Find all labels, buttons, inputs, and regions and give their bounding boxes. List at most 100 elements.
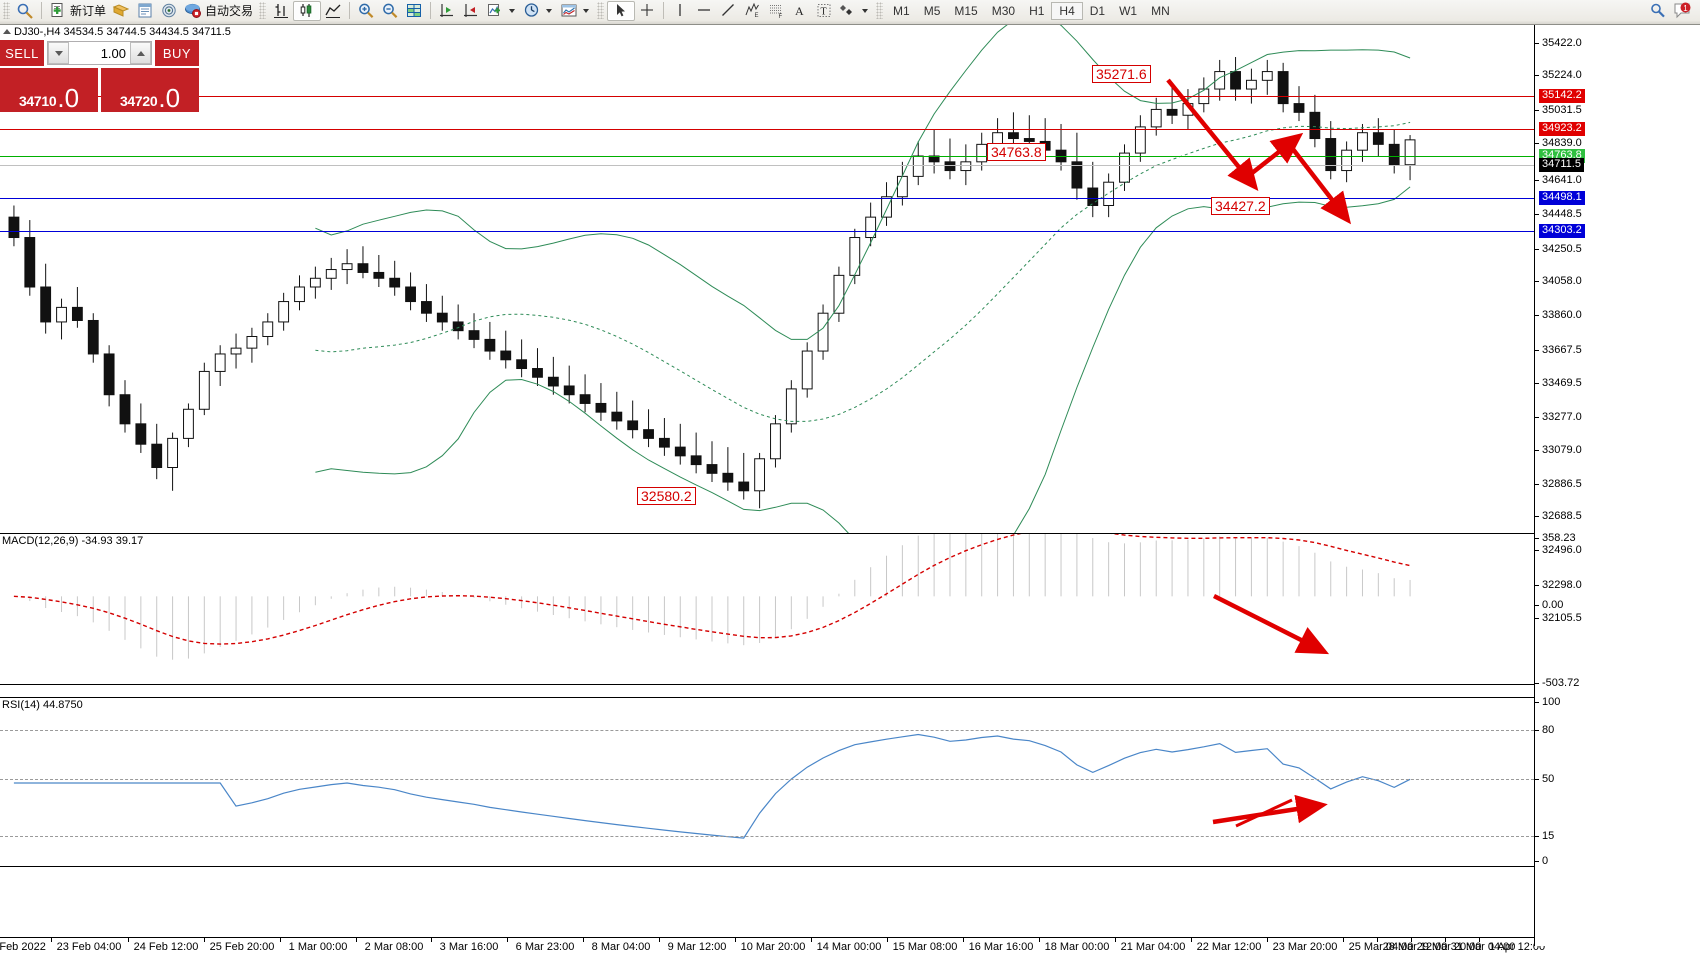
up-arrow-1: [1245, 132, 1304, 179]
price-tick: [1535, 214, 1539, 215]
timeframe-w1[interactable]: W1: [1119, 3, 1138, 18]
new-order-label: 新订单: [70, 4, 107, 18]
toolbar-grip-2[interactable]: [259, 2, 267, 19]
timeframe-m30[interactable]: M30: [991, 3, 1016, 18]
volume-increment[interactable]: [130, 42, 151, 64]
price-tick: [1535, 383, 1539, 384]
time-tick: [735, 938, 736, 942]
zoom-out-icon[interactable]: [378, 1, 402, 21]
time-tick: [887, 938, 888, 942]
text-label-icon[interactable]: T: [812, 1, 836, 21]
price-tick: [1535, 450, 1539, 451]
chevron-down-icon-4[interactable]: [862, 8, 869, 13]
time-tick: [1343, 938, 1344, 942]
rsi-axis-tick: [1535, 836, 1539, 837]
timeframe-m5[interactable]: M5: [923, 3, 941, 18]
rsi-level-80: [0, 730, 1534, 731]
horizontal-line-icon[interactable]: [692, 1, 716, 21]
indicators-icon[interactable]: [483, 1, 520, 21]
trend-arrows: [1166, 78, 1352, 225]
chevron-down-icon-2[interactable]: [546, 8, 553, 13]
time-label: 24 Feb 12:00: [133, 941, 199, 953]
macd-pane[interactable]: MACD(12,26,9) -34.93 39.17: [0, 533, 1534, 685]
time-tick: [204, 938, 205, 942]
shift-end-icon[interactable]: [435, 1, 459, 21]
time-label: 3 Mar 16:00: [439, 941, 499, 953]
data-window-icon[interactable]: [133, 1, 157, 21]
data-window-toggle-icon[interactable]: [402, 1, 426, 21]
price-axis[interactable]: 35422.0 35224.0 35031.5 34839.0 34641.0 34448…: [1534, 25, 1700, 946]
price-tick: [1535, 516, 1539, 517]
templates-icon[interactable]: [557, 1, 594, 21]
price-label: 34839.0: [1542, 137, 1582, 149]
navigator-icon[interactable]: [157, 1, 181, 21]
price-badge[interactable]: 34498.1: [1539, 191, 1585, 205]
timeframe-m1[interactable]: M1: [893, 3, 910, 18]
price-label: 35031.5: [1542, 104, 1582, 116]
buy-price-block[interactable]: 34720.0: [101, 68, 199, 112]
price-tick: [1535, 484, 1539, 485]
auto-trading-label: 自动交易: [205, 4, 254, 18]
level-line-34763: [0, 156, 1534, 157]
price-badge[interactable]: 34711.5: [1539, 158, 1584, 172]
time-tick: [128, 938, 129, 942]
fibonacci-icon[interactable]: F: [764, 1, 788, 21]
timeframe-d1[interactable]: D1: [1089, 3, 1106, 18]
cursor-arrow-icon[interactable]: [13, 1, 37, 21]
price-label: 32688.5: [1542, 510, 1582, 522]
cursor-icon[interactable]: [607, 0, 636, 21]
price-badge[interactable]: 34303.2: [1539, 224, 1585, 238]
notification-icon[interactable]: 1: [1670, 1, 1694, 21]
vertical-line-icon[interactable]: [668, 1, 692, 21]
chart-area[interactable]: DJ30-,H4 34534.5 34744.5 34434.5 34711.5: [0, 25, 1700, 958]
period-icon[interactable]: [520, 1, 557, 21]
zoom-in-icon[interactable]: [354, 1, 378, 21]
sell-price-block[interactable]: 34710.0: [0, 68, 98, 112]
annotation-34763[interactable]: 34763.8: [987, 143, 1046, 161]
time-label: 14 Mar 00:00: [816, 941, 882, 953]
toolbar-second-row: [0, 21, 1700, 25]
toolbar-grip-3[interactable]: [597, 2, 605, 19]
time-tick: [1479, 938, 1480, 942]
volume-field[interactable]: 1.00: [47, 41, 152, 65]
timeframe-h1[interactable]: H1: [1029, 3, 1045, 18]
level-line-34303: [0, 231, 1534, 232]
auto-trading-button[interactable]: 自动交易: [181, 1, 256, 21]
rsi-pane[interactable]: RSI(14) 44.8750: [0, 697, 1534, 867]
timeframe-mn[interactable]: MN: [1151, 3, 1170, 18]
rsi-series: [13, 733, 1411, 839]
sell-button[interactable]: SELL: [0, 40, 44, 66]
annotation-35271[interactable]: 35271.6: [1092, 65, 1151, 83]
price-pane[interactable]: 35271.6 34763.8 34427.2 32580.2: [0, 25, 1534, 533]
shapes-icon[interactable]: [836, 1, 873, 21]
time-label: 2 Mar 08:00: [364, 941, 424, 953]
elliott-wave-icon[interactable]: E: [740, 1, 764, 21]
buy-button[interactable]: BUY: [155, 40, 199, 66]
timeframe-m15[interactable]: M15: [954, 3, 978, 18]
annotation-34427[interactable]: 34427.2: [1211, 197, 1270, 215]
chevron-down-icon[interactable]: [509, 8, 516, 13]
crosshair-icon[interactable]: [635, 1, 659, 21]
annotation-32580[interactable]: 32580.2: [637, 487, 696, 505]
search-icon[interactable]: [1646, 1, 1670, 21]
candlestick-chart-icon[interactable]: [293, 0, 322, 21]
price-badge[interactable]: 35142.2: [1539, 89, 1585, 103]
bar-chart-icon[interactable]: [269, 1, 293, 21]
time-tick: [963, 938, 964, 942]
price-tick: [1535, 618, 1539, 619]
folder-icon[interactable]: [109, 1, 133, 21]
chevron-down-icon-3[interactable]: [583, 8, 590, 13]
trendline-icon[interactable]: [716, 1, 740, 21]
volume-value[interactable]: 1.00: [69, 42, 130, 64]
one-click-trading-panel[interactable]: SELL 1.00 BUY 34710.0 34720.0: [0, 40, 199, 120]
auto-scroll-icon[interactable]: [459, 1, 483, 21]
svg-text:F: F: [779, 14, 783, 19]
timeframe-h4[interactable]: H4: [1051, 1, 1083, 20]
line-chart-icon[interactable]: [321, 1, 345, 21]
price-badge[interactable]: 34923.2: [1539, 122, 1585, 136]
volume-decrement[interactable]: [48, 42, 69, 64]
text-icon[interactable]: A: [788, 1, 812, 21]
toolbar-grip[interactable]: [3, 2, 10, 19]
new-order-button[interactable]: 新订单: [46, 1, 109, 21]
toolbar-grip-4[interactable]: [876, 2, 884, 19]
